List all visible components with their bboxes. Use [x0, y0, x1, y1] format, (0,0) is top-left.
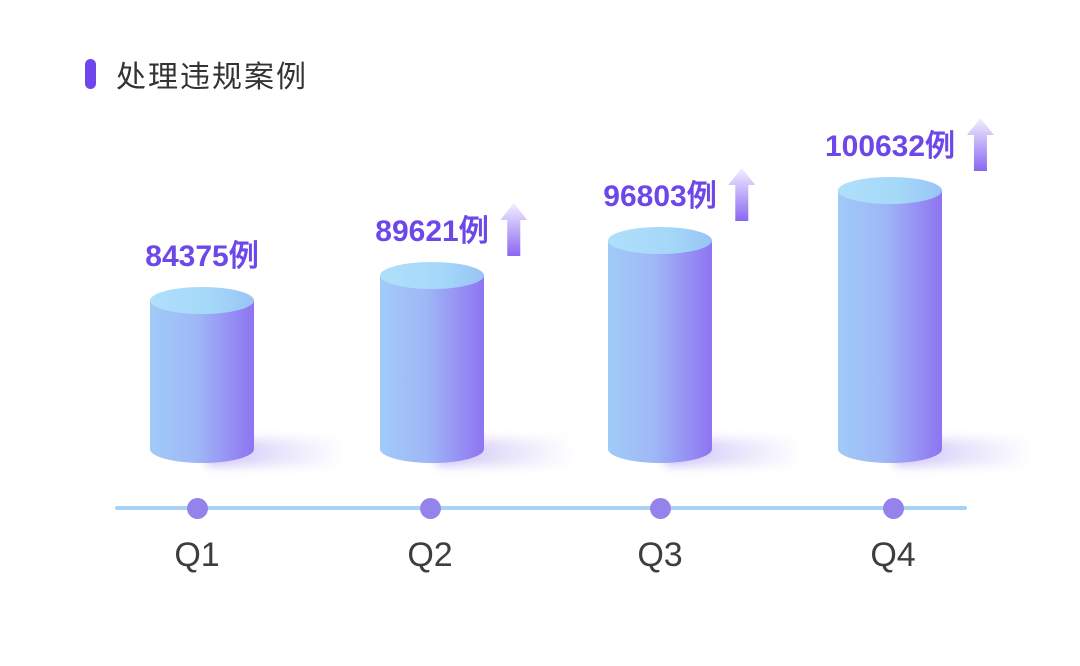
category-label-q3: Q3 — [637, 536, 683, 574]
cylinder-top — [150, 287, 254, 314]
category-label-q1: Q1 — [174, 536, 220, 574]
cylinder-body — [838, 190, 942, 463]
trend-up-arrow-icon — [967, 118, 995, 171]
bar-q1: 84375例 — [145, 240, 375, 466]
axis-dot-q1 — [187, 498, 208, 519]
chart-title-row: 处理违规案例 — [85, 52, 308, 96]
cylinder-body — [150, 300, 254, 463]
cylinder-top — [838, 177, 942, 204]
axis-dot-q4 — [883, 498, 904, 519]
cylinder-body — [380, 275, 484, 463]
cylinder-body — [608, 240, 712, 463]
cylinder-top — [380, 262, 484, 289]
trend-up-arrow-icon — [728, 168, 756, 221]
value-label-q1: 84375例 — [145, 240, 259, 273]
bar-q4: 100632例 — [825, 118, 1063, 466]
axis-dot-q2 — [420, 498, 441, 519]
bar-q3: 96803例 — [603, 168, 833, 466]
value-label-text: 100632例 — [824, 130, 956, 163]
trend-up-arrow-icon — [500, 203, 528, 256]
value-label-q3: 96803例 — [603, 168, 756, 221]
title-accent-marker — [85, 59, 96, 89]
value-label-q4: 100632例 — [824, 118, 995, 171]
chart-title: 处理违规案例 — [116, 61, 308, 94]
category-label-q4: Q4 — [870, 536, 916, 574]
value-label-text: 96803例 — [603, 180, 717, 213]
value-label-q2: 89621例 — [375, 203, 528, 256]
axis-dot-q3 — [650, 498, 671, 519]
category-label-q2: Q2 — [407, 536, 453, 574]
x-axis-line — [115, 506, 967, 510]
value-label-text: 89621例 — [375, 215, 489, 248]
bar-q2: 89621例 — [375, 203, 605, 466]
cylinder-top — [608, 227, 712, 254]
